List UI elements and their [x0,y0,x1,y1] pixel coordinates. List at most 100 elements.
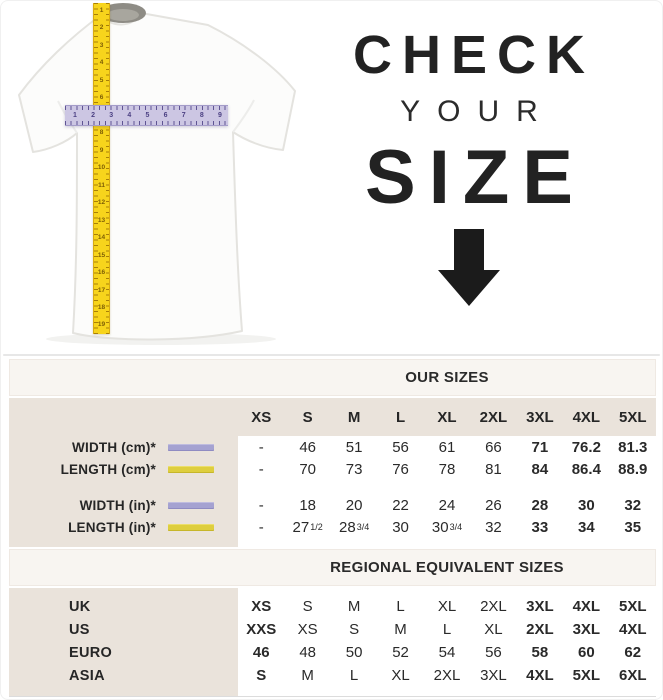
size-value-cell: 81.3 [609,436,656,458]
size-value-cell: 70 [284,458,331,480]
size-value-cell: 35 [609,516,656,538]
spacer-cell [609,538,656,547]
spacer-cell [377,538,424,547]
tape-number: 6 [99,94,104,102]
size-value-cell: 30 [377,516,424,538]
size-value-cell: - [238,494,285,516]
size-column-header: S [284,398,331,436]
our-sizes-heading: OUR SIZES [405,369,489,386]
spacer-cell [9,480,238,494]
size-value-cell: 33 [516,516,564,538]
regional-table: UK XS S M L XL 2XL 3XL 4XL 5XL US XXS XS S M L XL 2XL 3XL 4… [9,588,656,697]
hero-line-size: SIZE [365,135,586,220]
region-size-cell: XL [470,618,517,641]
spacer-cell [423,480,471,494]
tape-number: 2 [91,112,96,119]
row-label: WIDTH (cm)* [72,439,156,455]
region-size-cell: 5XL [609,595,656,618]
size-value-cell: - [238,458,285,480]
region-size-cell: XS [284,618,331,641]
tape-number: 5 [145,112,150,119]
size-column-header: 5XL [609,398,656,436]
region-size-cell: 62 [609,641,656,664]
tape-number: 3 [109,112,114,119]
size-value-cell: 76 [377,458,424,480]
region-size-cell: 50 [330,641,378,664]
spacer-cell [609,588,656,595]
size-value-cell: 51 [330,436,378,458]
tape-number: 8 [199,112,204,119]
region-size-cell: 4XL [609,618,656,641]
size-value-cell: 28 3/4 [330,516,378,538]
regional-band: REGIONAL EQUIVALENT SIZES [9,549,656,586]
hero-line-check: CHECK [352,25,595,85]
region-row-label: US [9,618,238,641]
size-tables: OUR SIZES XS S M L XL 2XL 3XL 4XL 5XL WIDTH (cm)*… [9,359,656,699]
down-arrow-icon [331,229,607,306]
tape-number: 9 [99,146,104,154]
our-sizes-band: OUR SIZES [9,359,656,396]
spacer-cell [9,588,238,595]
tape-number: 6 [163,112,168,119]
spacer-cell [563,480,610,494]
region-size-cell: 52 [377,641,424,664]
region-size-cell: 60 [563,641,610,664]
tape-number: 11 [98,181,105,189]
region-size-cell: L [377,595,424,618]
tape-number: 2 [99,24,104,32]
lavender-swatch-icon [168,443,214,451]
yellow-swatch-icon [168,523,214,531]
measure-row-label: WIDTH (cm)* [9,436,238,458]
region-row-label: EURO [9,641,238,664]
spacer-cell [9,687,238,696]
row-label: WIDTH (in)* [79,497,156,513]
region-size-cell: M [377,618,424,641]
tape-number: 1 [99,7,104,14]
spacer-cell [238,687,285,696]
hero-section: 12345678910111213141516171819 123456789 … [1,1,662,355]
size-value-cell: 86.4 [563,458,610,480]
tape-number: 1 [73,112,77,119]
tape-number: 3 [99,41,104,49]
size-value-cell: 27 1/2 [284,516,331,538]
yellow-swatch-icon [168,465,214,473]
size-value-cell: 18 [284,494,331,516]
region-label: EURO [69,644,113,661]
size-value-cell: 71 [516,436,564,458]
spacer-cell [330,538,378,547]
tape-number: 4 [127,112,132,119]
size-value-cell: 78 [423,458,471,480]
size-value-cell: 76.2 [563,436,610,458]
size-value-cell: 28 [516,494,564,516]
spacer-cell [284,687,331,696]
spacer-cell [516,538,564,547]
row-label: LENGTH (cm)* [60,461,156,477]
spacer-cell [377,480,424,494]
size-value-cell: 61 [423,436,471,458]
size-value-cell: - [238,516,285,538]
region-size-cell: 3XL [563,618,610,641]
spacer-cell [238,588,285,595]
region-row-label: ASIA [9,664,238,687]
region-size-cell: 2XL [423,664,471,687]
region-size-cell: 48 [284,641,331,664]
size-value-cell: 20 [330,494,378,516]
spacer-cell [470,588,517,595]
size-value-cell: 34 [563,516,610,538]
row-label: LENGTH (in)* [68,519,156,535]
lavender-swatch-icon [168,501,214,509]
spacer-cell [330,588,378,595]
tape-number: 5 [99,76,104,84]
size-value-cell: 73 [330,458,378,480]
region-size-cell: L [330,664,378,687]
tape-number: 19 [97,321,106,329]
region-size-cell: 46 [238,641,285,664]
spacer-cell [609,480,656,494]
region-size-cell: L [423,618,471,641]
spacer-cell [377,588,424,595]
regional-heading: REGIONAL EQUIVALENT SIZES [330,559,564,576]
spacer-cell [330,687,378,696]
spacer-cell [516,480,564,494]
region-size-cell: XXS [238,618,285,641]
region-size-cell: 54 [423,641,471,664]
